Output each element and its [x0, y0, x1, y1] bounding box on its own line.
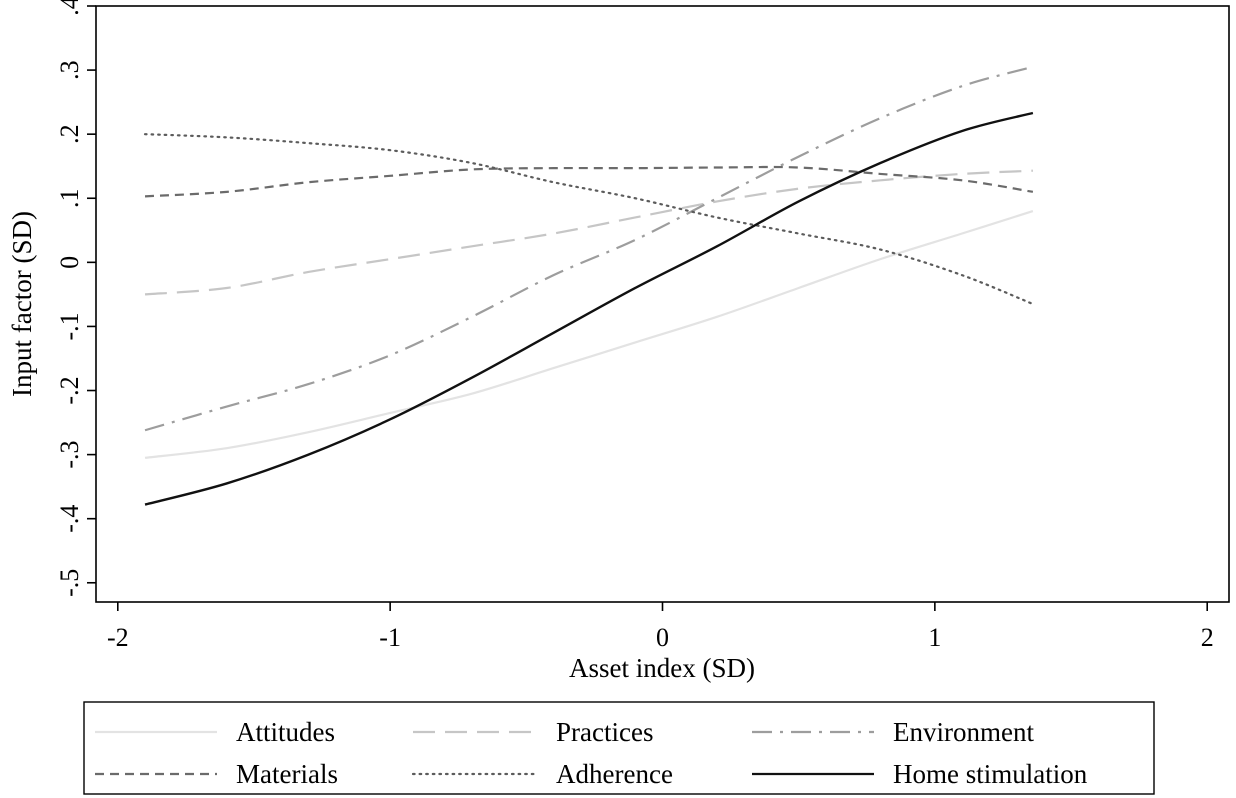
y-tick-label: -.5: [55, 569, 84, 597]
x-axis: -2 -1 0 1 2: [107, 602, 1214, 652]
x-axis-label: Asset index (SD): [569, 653, 755, 683]
y-tick-label: .2: [55, 124, 84, 144]
y-tick-label: -.4: [55, 505, 84, 533]
x-tick-label: 0: [656, 623, 669, 652]
legend-box: [83, 701, 1155, 795]
legend-label: Environment: [893, 717, 1034, 747]
x-tick-label: -1: [379, 623, 401, 652]
legend-label: Materials: [236, 759, 338, 789]
x-tick-label: 2: [1201, 623, 1214, 652]
legend: Attitudes Practices Environment Materials Ad…: [95, 717, 1088, 789]
y-tick-label: -.1: [55, 312, 84, 340]
series-line-attitudes: [144, 210, 1034, 459]
legend-label: Home stimulation: [893, 759, 1088, 789]
legend-item-practices: Practices: [413, 717, 653, 747]
y-axis-label: Input factor (SD): [7, 211, 37, 397]
series-line-home-stimulation: [144, 111, 1034, 506]
legend-label: Practices: [556, 717, 653, 747]
series-line-materials: [144, 165, 1034, 198]
y-axis: -.5 -.4 -.3 -.2 -.1 0 .1 .2 .3 .4: [55, 0, 96, 597]
series-line-adherence: [143, 133, 1034, 306]
legend-item-attitudes: Attitudes: [95, 717, 335, 747]
legend-item-environment: Environment: [752, 717, 1034, 747]
y-tick-label: .4: [55, 0, 84, 16]
x-tick-label: -2: [107, 623, 129, 652]
x-tick-label: 1: [928, 623, 941, 652]
legend-item-home-stimulation: Home stimulation: [752, 759, 1088, 789]
plot-frame: [95, 5, 1230, 603]
series-line-environment: [144, 65, 1034, 432]
series-lines: [143, 65, 1034, 506]
legend-label: Attitudes: [236, 717, 335, 747]
y-tick-label: -.3: [55, 441, 84, 469]
y-tick-label: .1: [55, 189, 84, 209]
legend-item-adherence: Adherence: [411, 759, 673, 789]
legend-label: Adherence: [556, 759, 673, 789]
y-tick-label: -.2: [55, 376, 84, 404]
y-tick-label: 0: [55, 256, 84, 269]
y-tick-label: .3: [55, 60, 84, 80]
legend-item-materials: Materials: [95, 759, 338, 789]
series-line-practices: [144, 169, 1033, 296]
